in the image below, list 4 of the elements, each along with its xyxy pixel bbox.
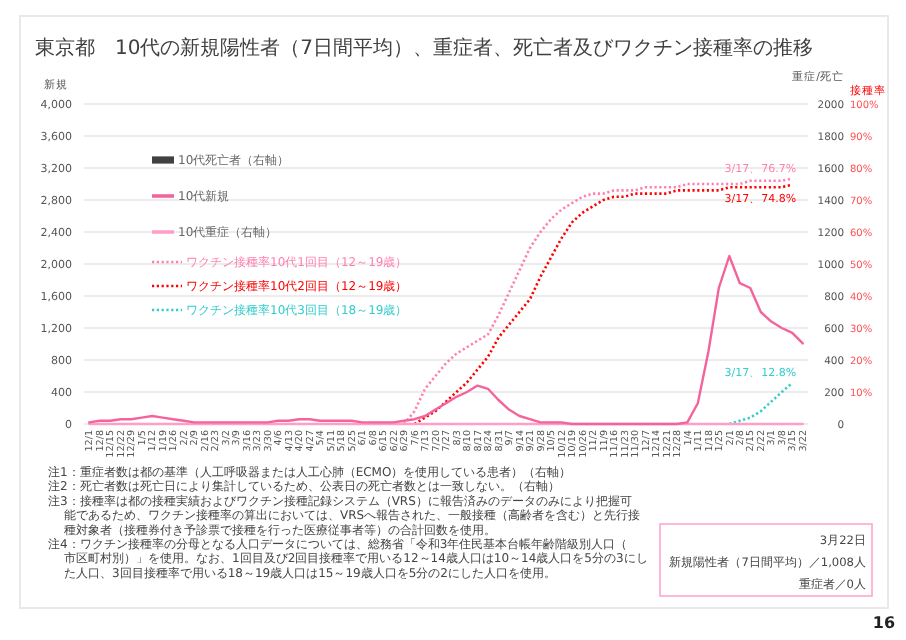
- text: 16: [872, 614, 896, 632]
- chart-title: 東京都 10代の新規陽性者（7日間平均）、重症者、死亡者及びワクチン接種率の推移: [34, 36, 814, 60]
- line-series: [728, 381, 794, 426]
- line-series: [88, 254, 804, 426]
